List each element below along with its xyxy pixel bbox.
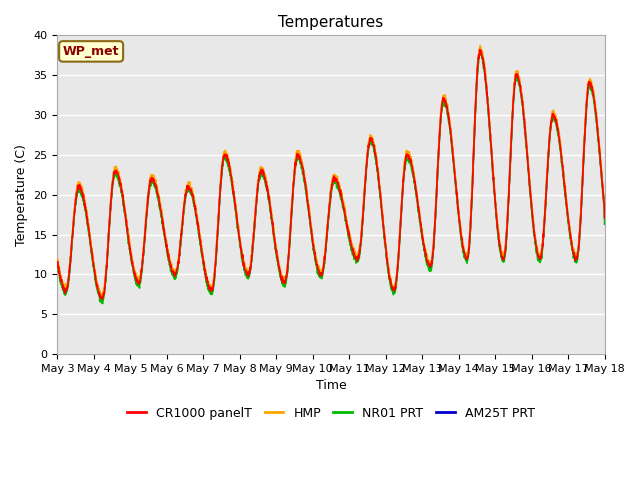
AM25T PRT	[206, 286, 214, 292]
HMP	[476, 43, 484, 48]
HMP	[490, 185, 498, 191]
NR01 PRT	[347, 245, 355, 251]
CR1000 panelT	[601, 215, 609, 220]
NR01 PRT	[99, 301, 106, 307]
Legend: CR1000 panelT, HMP, NR01 PRT, AM25T PRT: CR1000 panelT, HMP, NR01 PRT, AM25T PRT	[122, 402, 540, 425]
NR01 PRT	[568, 244, 576, 250]
HMP	[359, 210, 367, 216]
AM25T PRT	[54, 258, 61, 264]
CR1000 panelT	[99, 296, 106, 302]
CR1000 panelT	[476, 47, 484, 52]
NR01 PRT	[490, 191, 498, 197]
Line: NR01 PRT: NR01 PRT	[58, 53, 605, 304]
AM25T PRT	[359, 214, 367, 219]
X-axis label: Time: Time	[316, 379, 346, 392]
NR01 PRT	[359, 217, 367, 223]
AM25T PRT	[347, 242, 355, 248]
AM25T PRT	[490, 188, 498, 194]
Y-axis label: Temperature (C): Temperature (C)	[15, 144, 28, 246]
HMP	[54, 257, 61, 263]
HMP	[601, 213, 609, 218]
CR1000 panelT	[490, 188, 498, 194]
NR01 PRT	[476, 50, 483, 56]
Text: WP_met: WP_met	[63, 45, 120, 58]
CR1000 panelT	[206, 287, 214, 293]
HMP	[98, 294, 106, 300]
Line: HMP: HMP	[58, 46, 605, 297]
AM25T PRT	[98, 296, 106, 302]
NR01 PRT	[206, 288, 214, 294]
AM25T PRT	[477, 48, 484, 54]
NR01 PRT	[601, 221, 609, 227]
CR1000 panelT	[553, 123, 561, 129]
Line: AM25T PRT: AM25T PRT	[58, 51, 605, 299]
HMP	[553, 117, 561, 122]
CR1000 panelT	[347, 241, 355, 247]
Title: Temperatures: Temperatures	[278, 15, 383, 30]
CR1000 panelT	[359, 215, 367, 221]
AM25T PRT	[568, 243, 576, 249]
Line: CR1000 panelT: CR1000 panelT	[58, 49, 605, 299]
CR1000 panelT	[568, 242, 576, 248]
HMP	[347, 239, 355, 244]
AM25T PRT	[553, 121, 561, 127]
CR1000 panelT	[54, 260, 61, 265]
HMP	[206, 284, 214, 290]
AM25T PRT	[601, 215, 609, 220]
NR01 PRT	[54, 263, 61, 269]
HMP	[568, 239, 576, 245]
NR01 PRT	[553, 124, 561, 130]
